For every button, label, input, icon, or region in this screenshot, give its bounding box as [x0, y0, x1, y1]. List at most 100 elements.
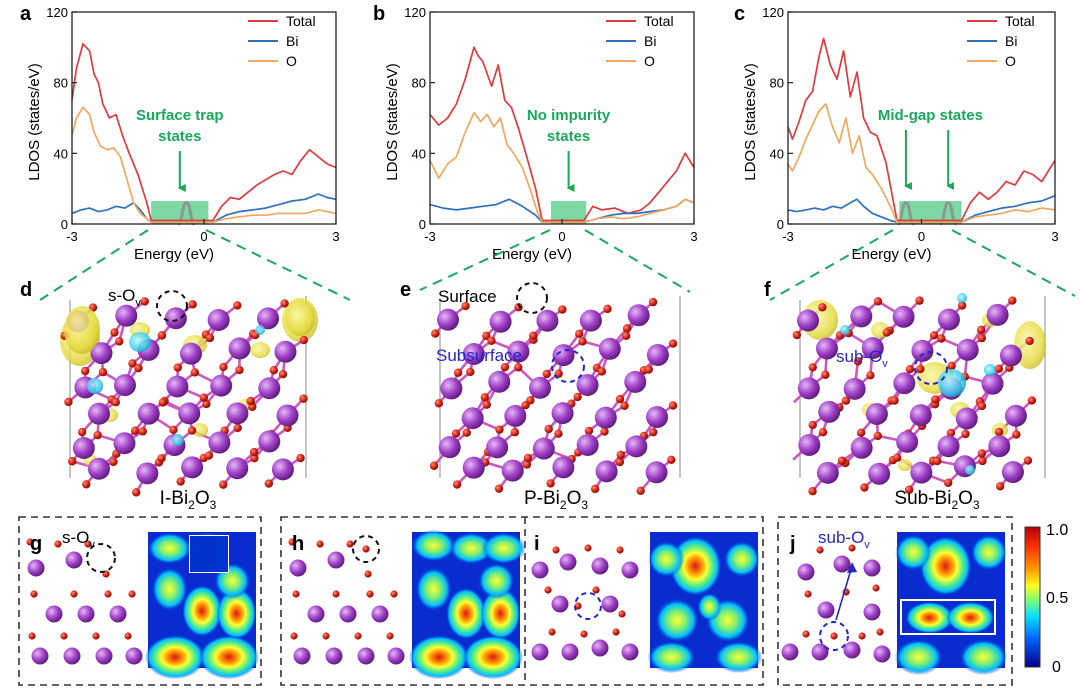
atom-o: [461, 301, 470, 311]
map-panel-j: [781, 532, 1008, 676]
atom-o: [26, 538, 34, 546]
atom-bi: [797, 377, 820, 400]
atom-o: [28, 632, 36, 640]
atom-bi: [95, 647, 113, 665]
legend-label: Total: [1005, 13, 1035, 29]
atom-o: [1023, 456, 1033, 465]
atom-bi: [646, 343, 669, 366]
legend-label: O: [1005, 53, 1016, 69]
atom-bi: [137, 402, 160, 425]
connector-d-right: [205, 229, 351, 301]
atom-bi: [437, 308, 460, 331]
legend-label: Bi: [286, 33, 298, 49]
annotation-text: Mid-gap states: [878, 107, 983, 124]
atom-o: [346, 540, 354, 548]
atom-o: [522, 460, 532, 469]
atom-o: [219, 480, 228, 489]
atom-o: [580, 630, 588, 638]
atom-o: [961, 429, 970, 439]
atom-o: [188, 300, 197, 309]
caption-d: I-Bi2O3: [160, 488, 217, 512]
atom-o: [977, 449, 987, 458]
density-blob: [919, 536, 972, 596]
subsurface-label-e: Subsurface: [436, 346, 522, 365]
atom-bi: [861, 337, 884, 360]
atom-o: [858, 632, 866, 640]
series-total: [787, 37, 1056, 222]
atom-bi: [818, 400, 841, 423]
density-blob: [463, 635, 523, 680]
atom-bi: [207, 309, 230, 332]
atom-bi: [797, 309, 820, 332]
atom-bi: [988, 435, 1011, 458]
panel-label-f: f: [764, 279, 771, 301]
atom-o: [931, 395, 940, 404]
atom-o: [354, 632, 362, 640]
atom-o: [299, 394, 308, 403]
atom-o: [818, 427, 828, 437]
caption-e: P-Bi2O3: [524, 488, 588, 512]
atom-o: [578, 337, 587, 346]
atom-o: [808, 363, 817, 372]
atom-o: [957, 301, 967, 310]
atom-o: [390, 590, 398, 598]
atom-bi: [113, 432, 136, 455]
density-blob: [446, 587, 486, 640]
atom-o: [667, 455, 676, 465]
atom-bi: [956, 338, 979, 361]
isosurface-yellow: [285, 300, 315, 336]
atom-o: [816, 546, 824, 554]
density-blob: [409, 635, 469, 680]
gap-peak-1: [939, 201, 958, 226]
atom-o: [600, 427, 609, 436]
density-blob: [182, 584, 222, 637]
atom-o: [514, 363, 523, 372]
atom-o: [592, 586, 600, 594]
surface-circle-e: [516, 282, 548, 314]
atom-bi: [208, 431, 231, 454]
connector-f-left: [769, 229, 894, 301]
isosurface-cyan: [255, 325, 265, 335]
atom-bi: [179, 342, 202, 365]
atom-o: [856, 428, 866, 437]
density-blob: [655, 598, 699, 643]
density-blob: [151, 567, 188, 612]
atom-o: [362, 545, 370, 553]
y-tick-label: 40: [54, 146, 68, 161]
atom-bi: [536, 309, 559, 332]
atom-o: [554, 429, 563, 438]
atom-o: [30, 590, 38, 598]
atom-o: [269, 365, 278, 375]
atom-bi: [307, 605, 325, 623]
atom-o: [64, 397, 73, 407]
atom-o: [558, 305, 567, 314]
atom-bi: [598, 337, 621, 360]
isosurface-cyan: [957, 293, 967, 303]
defect-label-f: sub-Ov: [836, 347, 888, 370]
atom-o: [249, 447, 259, 457]
annotation-text: Surface trap: [136, 107, 224, 124]
panel-label: b: [373, 3, 385, 25]
atom-bi: [551, 595, 569, 613]
atom-bi: [892, 305, 915, 328]
structure-panel-f: [792, 293, 1046, 496]
y-tick-label: 80: [412, 76, 426, 91]
atom-bi: [72, 437, 95, 460]
atom-o: [199, 393, 209, 402]
atom-bi: [893, 372, 916, 395]
atom-bi: [559, 553, 577, 571]
y-axis-label: LDOS (states/eV): [384, 63, 401, 181]
atom-o: [890, 396, 899, 405]
defect-label-j: sub-Ov: [818, 528, 870, 551]
zoom-connectors: [39, 229, 1076, 301]
atom-o: [808, 420, 817, 430]
atom-bi: [531, 561, 549, 579]
atom-o: [140, 297, 149, 306]
atom-bi: [271, 458, 294, 481]
frame-g: [18, 516, 262, 686]
atom-o: [905, 364, 915, 374]
atom-bi: [873, 645, 891, 663]
atom-o: [176, 477, 185, 486]
atom-o: [892, 453, 902, 462]
